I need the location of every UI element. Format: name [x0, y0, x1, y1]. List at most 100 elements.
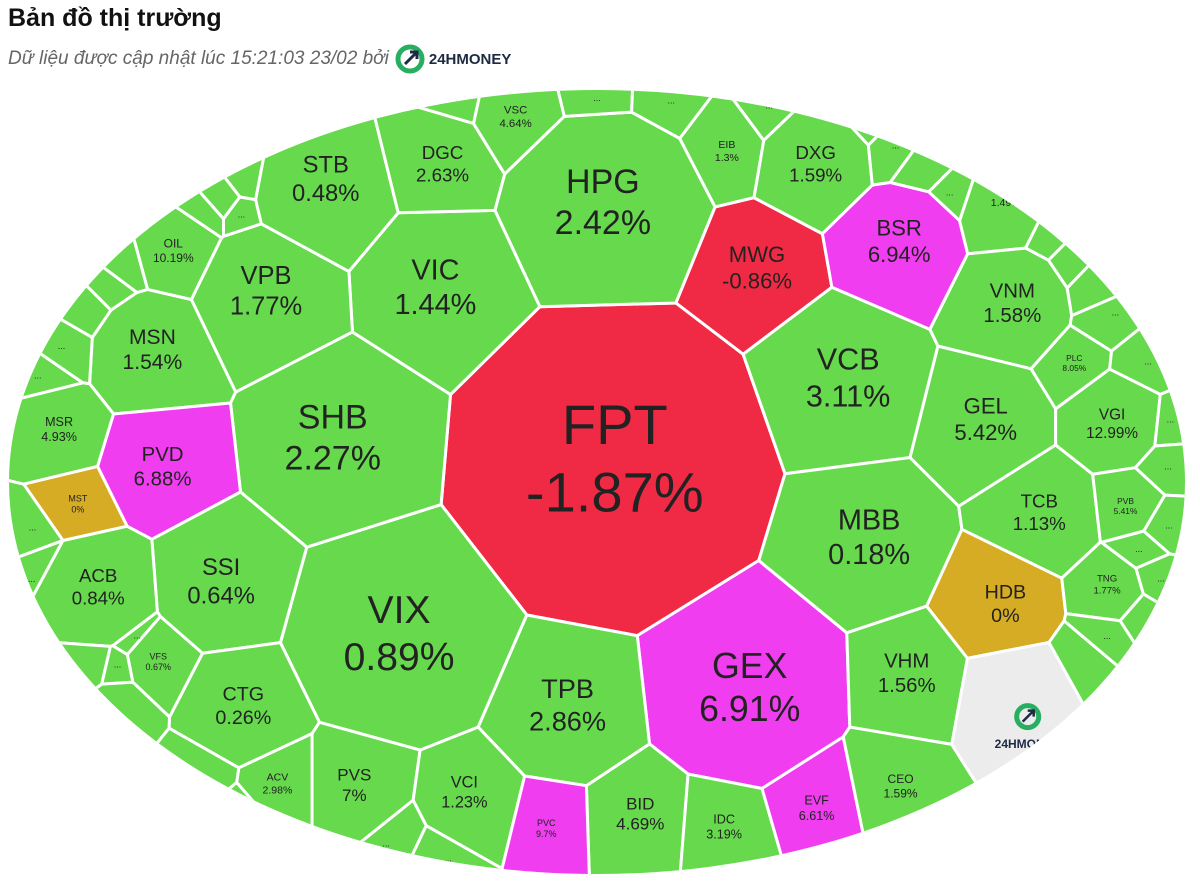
change: 1.59%	[884, 786, 918, 800]
ticker: CTG	[223, 684, 265, 706]
change: 6.88%	[134, 468, 192, 490]
cell-shape	[1118, 592, 1185, 741]
stock-cell: ...	[1024, 90, 1185, 262]
change: 1.23%	[441, 793, 487, 811]
more-label: ...	[64, 663, 72, 673]
ticker: VPB	[241, 262, 292, 290]
ticker: TCB	[1021, 490, 1058, 511]
change: 0.84%	[72, 587, 125, 608]
page-title: Bản đồ thị trường	[8, 4, 222, 32]
more-label: ...	[1148, 630, 1156, 640]
logo-arrow	[1021, 709, 1035, 723]
more-label: ...	[1135, 544, 1143, 554]
stock-cell: ...	[1118, 592, 1185, 741]
change: 4.69%	[616, 815, 664, 834]
ticker: BSR	[876, 215, 921, 240]
stock-cell: ...	[111, 610, 162, 656]
ticker: ACV	[267, 772, 289, 784]
cell-shape	[111, 610, 162, 656]
change: -1.87%	[526, 460, 704, 523]
ticker: MSR	[45, 415, 73, 429]
change: 1.3%	[715, 152, 739, 164]
change: 0%	[991, 605, 1019, 627]
cell-shape	[99, 90, 242, 221]
stock-cell: ...	[9, 197, 113, 340]
stock-cell: FPT-1.87%	[439, 301, 787, 638]
more-label: ...	[1109, 700, 1117, 710]
cell-shape	[1065, 148, 1185, 318]
more-label: ...	[83, 264, 91, 274]
ticker: DXG	[795, 142, 836, 163]
change: 9.7%	[536, 829, 557, 839]
brand-logo	[395, 44, 425, 74]
more-label: ...	[1075, 195, 1083, 205]
change: 1.13%	[1013, 513, 1066, 534]
cell-shape	[148, 90, 280, 202]
ticker: IDC	[713, 812, 735, 826]
more-label: ...	[1167, 415, 1175, 425]
more-label: ...	[1103, 631, 1111, 641]
ticker: MBS	[994, 184, 1017, 196]
ticker: PVD	[142, 444, 184, 466]
ticker: VFS	[149, 651, 167, 661]
ticker: TPB	[541, 673, 594, 704]
ticker: DGC	[422, 142, 464, 163]
cell-shape	[9, 90, 150, 295]
stock-cell: ...	[9, 90, 150, 295]
ticker: MBB	[838, 504, 901, 536]
more-label: ...	[236, 154, 244, 164]
change: 2.98%	[263, 784, 293, 796]
change: 12.99%	[1086, 425, 1138, 442]
ticker: VIX	[368, 589, 431, 632]
ticker: VNM	[990, 281, 1035, 303]
change: 0.48%	[292, 180, 359, 207]
stock-cell: ...	[392, 824, 511, 874]
stock-cell: ...	[9, 637, 112, 761]
ticker: CEO	[888, 772, 914, 786]
change: 1.54%	[123, 351, 183, 374]
more-label: ...	[100, 727, 108, 737]
change: 5.41%	[1114, 506, 1138, 516]
change: 0%	[71, 504, 84, 514]
change: 8.05%	[1062, 363, 1086, 373]
change: 6.61%	[799, 809, 835, 823]
change: 1.77%	[230, 292, 302, 320]
more-label: ...	[34, 371, 42, 381]
more-label: ...	[853, 108, 861, 118]
ticker: OIL	[164, 236, 184, 250]
change: 0.67%	[145, 662, 171, 672]
ticker: STB	[303, 151, 349, 178]
ticker: PVB	[1117, 496, 1134, 506]
ticker: VSC	[504, 105, 527, 117]
more-label: ...	[933, 151, 941, 161]
ticker: VGI	[1099, 407, 1125, 424]
cell-shape	[1024, 90, 1185, 262]
brand: 24HMONEY	[395, 44, 511, 74]
more-label: ...	[1092, 229, 1100, 239]
ticker: MST	[68, 494, 88, 504]
more-label: ...	[29, 523, 37, 533]
ticker: EVF	[804, 794, 829, 808]
change: 4.64%	[499, 118, 531, 130]
more-label: ...	[1165, 521, 1173, 531]
more-label: ...	[1164, 462, 1172, 472]
ticker: FPT	[562, 393, 668, 456]
more-label: ...	[177, 187, 185, 197]
change: 1.58%	[983, 305, 1041, 327]
stock-cell: ...	[9, 680, 171, 874]
ticker: GEX	[712, 646, 788, 686]
more-label: ...	[444, 853, 452, 863]
cell-shape	[1046, 107, 1185, 290]
cell-shape	[1047, 619, 1185, 874]
change: 0.89%	[344, 636, 455, 679]
more-label: ...	[1157, 574, 1165, 584]
more-label: ...	[946, 187, 954, 197]
more-label: ...	[667, 95, 675, 105]
stock-cell: ...	[99, 90, 242, 221]
